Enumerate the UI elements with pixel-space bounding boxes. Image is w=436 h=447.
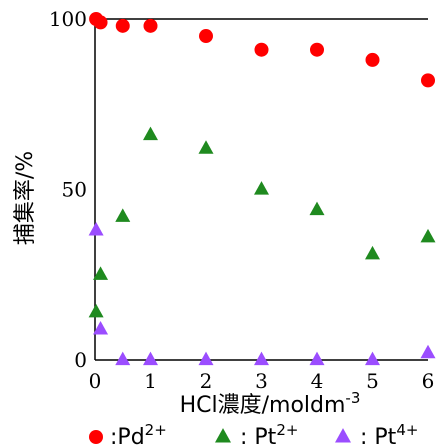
legend-series-charge: 2+ [145,421,167,439]
pd2-point [254,42,269,57]
legend-pt2: : Pt2+ [215,421,298,447]
x-tick-label: 2 [200,369,213,393]
pt4-point [198,351,214,366]
pt2-point [198,140,214,154]
legend-pd2: :Pd2+ [89,421,167,447]
legend-marker-triangle [335,428,351,443]
legend-marker-circle [89,430,103,444]
y-tick-label: 0 [74,348,87,372]
pt4-point [420,344,436,359]
pt2-point [115,208,131,222]
y-tick-label: 100 [49,7,87,31]
pt2-point [93,266,109,280]
pt4-point [93,320,109,335]
legend-series-name: Pt [374,425,396,447]
pd2-point [93,15,108,30]
axis-titles: HCl濃度/moldm-3 捕集率/% [13,151,360,418]
legend-pt4: : Pt4+ [335,421,418,447]
pt4-point [143,351,158,366]
pt2-point [143,126,158,141]
pt2-point [365,245,380,260]
pt4-point [115,351,131,366]
y-tick-label: 50 [62,178,87,202]
y-axis-title: 捕集率/% [13,151,38,245]
pt2-point [420,228,436,243]
legend-label: : Pt2+ [240,421,298,447]
pt4-point [365,351,380,366]
pt4-point [309,351,325,366]
tick-labels: 0 1 2 3 4 5 6 0 50 100 [49,7,435,393]
legend-label: : Pt4+ [360,421,418,447]
x-tick-label: 5 [366,369,379,393]
x-tick-label: 1 [144,369,157,393]
pd2-point [199,29,213,44]
pd2-point [143,18,158,33]
x-axis-title-text: HCl濃度/moldm [180,393,346,418]
pd2-point [310,42,324,57]
x-tick-label: 4 [311,369,324,393]
pt2-point [88,303,104,318]
pd2-point [421,73,435,88]
x-axis-title: HCl濃度/moldm-3 [180,389,361,418]
legend-series-charge: 4+ [396,421,418,439]
legend-series-name: Pd [117,425,144,447]
data-marks [88,12,436,366]
pt4-point [254,351,269,366]
pt2-point [309,201,325,216]
pt4-point [88,222,104,236]
legend-marker-triangle [215,428,231,443]
pd2-point [115,18,130,33]
x-tick-label: 3 [255,369,268,393]
pd2-point [365,52,380,67]
x-tick-label: 0 [89,369,102,393]
legend-series-name: Pt [254,425,276,447]
legend: :Pd2+ : Pt2+ : Pt4+ [89,421,418,447]
legend-label: :Pd2+ [110,421,167,447]
legend-series-charge: 2+ [276,421,298,439]
x-tick-label: 6 [422,369,435,393]
x-axis-title-superscript: -3 [345,389,360,407]
pt2-point [254,181,269,195]
